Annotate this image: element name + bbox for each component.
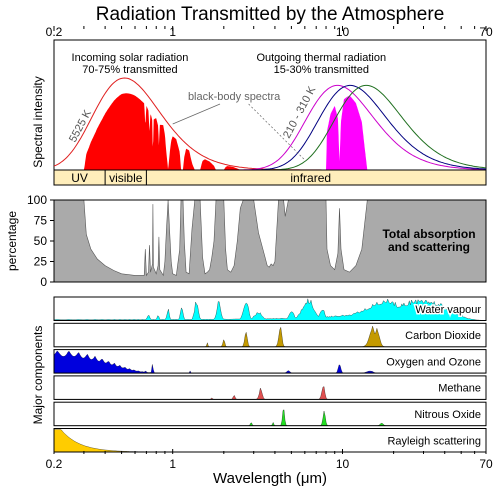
absorption-label-1: Total absorption	[382, 227, 475, 241]
incoming-label-1: Incoming solar radiation	[72, 52, 189, 64]
outgoing-label-1: Outgoing thermal radiation	[256, 52, 386, 64]
component-label: Nitrous Oxide	[414, 409, 481, 421]
y-tick-label: 100	[27, 193, 47, 207]
solar-transmitted-area	[81, 93, 254, 170]
y-tick-label: 0	[40, 275, 47, 289]
component-label: Water vapour	[415, 304, 481, 316]
component-label: Carbon Dioxide	[405, 330, 481, 342]
component-panel-oxygen-and-ozone: Oxygen and Ozone	[53, 349, 487, 374]
component-label: Rayleigh scattering	[387, 435, 481, 447]
x-tick-label: 1	[169, 457, 176, 471]
component-label: Methane	[438, 383, 481, 395]
component-frame	[53, 428, 487, 453]
component-frame	[53, 349, 487, 374]
component-frame	[53, 296, 487, 321]
blackbody-pointer-left	[172, 103, 221, 125]
component-panel-water-vapour: Water vapour	[53, 296, 487, 321]
x-tick-label: 10	[336, 457, 350, 471]
blackbody-label: black-body spectra	[188, 91, 281, 103]
top-axis-ticks: 0.2 1 10 70	[46, 25, 493, 39]
x-axis-title: Wavelength (μm)	[213, 470, 327, 487]
x-tick-label: 0.2	[46, 25, 63, 39]
x-tick-label: 70	[479, 25, 493, 39]
spectrum-y-axis-title: Spectral intensity	[31, 76, 45, 167]
component-panel-rayleigh-scattering: Rayleigh scattering	[53, 428, 487, 453]
component-area	[54, 386, 486, 400]
component-area	[53, 298, 487, 321]
x-tick-label: 10	[336, 25, 350, 39]
spectrum-panel: UV visible infrared Incoming solar radiatio…	[31, 39, 487, 186]
x-tick-label: 1	[169, 25, 176, 39]
component-frame	[53, 401, 487, 427]
chart-title: Radiation Transmitted by the Atmosphere	[96, 4, 445, 25]
x-tick-label: 70	[479, 457, 493, 471]
outgoing-label-2: 15-30% transmitted	[274, 64, 369, 76]
components-axis-title: Major components	[31, 326, 45, 425]
component-frame	[53, 322, 487, 348]
component-frame	[53, 375, 487, 400]
component-panel-methane: Methane	[53, 375, 487, 400]
absorption-y-axis-title: percentage	[5, 211, 19, 271]
components-panels: Water vapour Carbon Dioxide Oxygen and Ozo…	[53, 296, 487, 453]
thermal-temp-label: 210 - 310 K	[281, 84, 319, 140]
blackbody-pointer-right	[248, 103, 306, 161]
band-label-UV: UV	[71, 171, 88, 185]
absorption-label-2: and scattering	[388, 240, 470, 254]
component-label: Oxygen and Ozone	[386, 356, 481, 368]
x-tick-label: 0.2	[46, 457, 63, 471]
bottom-axis-ticks: 0.2 1 10 70	[46, 449, 493, 471]
component-panel-carbon-dioxide: Carbon Dioxide	[53, 322, 487, 348]
component-panel-nitrous-oxide: Nitrous Oxide	[53, 401, 487, 427]
y-tick-label: 50	[34, 234, 48, 248]
band-strip	[53, 169, 487, 186]
incoming-label-2: 70-75% transmitted	[82, 64, 177, 76]
y-tick-label: 25	[34, 255, 48, 269]
absorption-area	[53, 199, 487, 283]
thermal-transmitted-area	[316, 95, 382, 170]
band-label-infrared: infrared	[290, 171, 331, 185]
band-label-visible: visible	[109, 171, 143, 185]
y-tick-label: 75	[34, 214, 48, 228]
